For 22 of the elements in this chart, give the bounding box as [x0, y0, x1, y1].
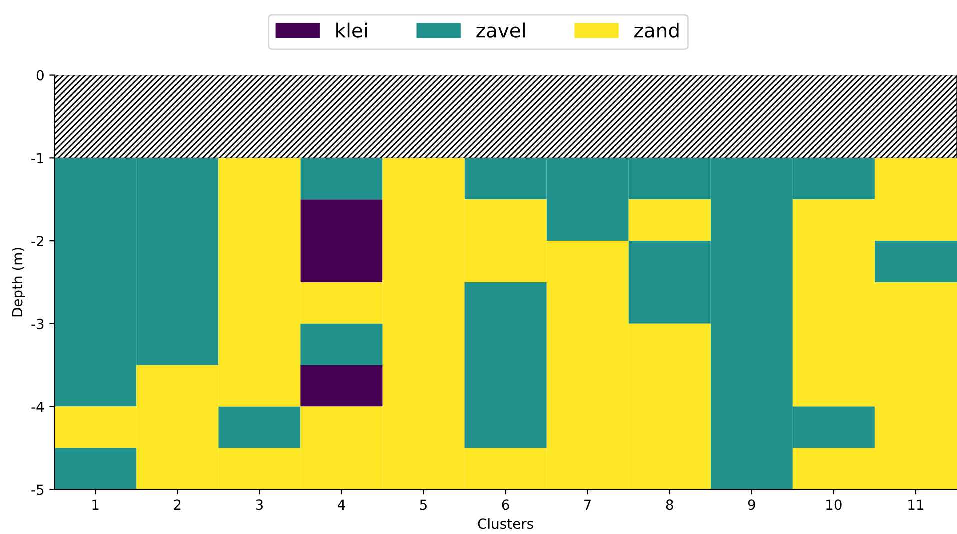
x-tick-label: 5: [420, 500, 427, 510]
x-tick-label: 9: [748, 500, 756, 510]
x-tick-label: 8: [666, 500, 674, 510]
legend-label: klei: [336, 22, 368, 38]
y-tick-label: -3: [32, 318, 44, 330]
y-axis-title: Depth (m): [12, 248, 26, 317]
y-tick-label: -4: [32, 402, 44, 412]
legend-label: zavel: [476, 22, 525, 38]
legend-label: zand: [634, 22, 679, 38]
y-tick-label: -5: [32, 484, 44, 496]
x-tick-label: 4: [338, 500, 346, 510]
x-tick-label: 2: [174, 500, 181, 510]
x-tick-label: 10: [826, 500, 842, 510]
y-tick-label: -2: [32, 236, 44, 246]
x-tick-label: 6: [502, 500, 510, 510]
x-axis-title: Clusters: [478, 518, 534, 530]
y-tick-label: -1: [32, 153, 44, 164]
x-tick-label: 7: [584, 500, 592, 510]
x-tick-label: 11: [908, 500, 924, 510]
x-tick-label: 1: [92, 500, 99, 510]
y-tick-label: 0: [36, 70, 44, 81]
x-tick-label: 3: [256, 500, 263, 510]
